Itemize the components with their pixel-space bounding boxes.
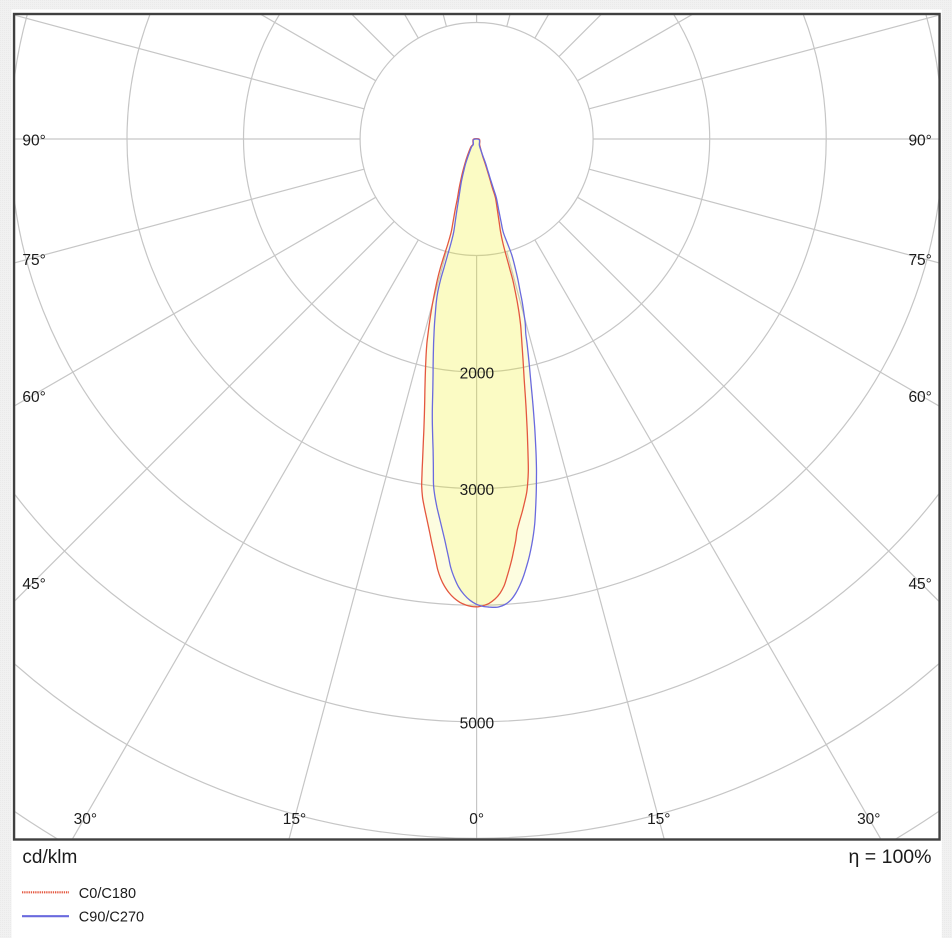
svg-text:15°: 15° — [647, 811, 670, 828]
svg-text:90°: 90° — [22, 133, 45, 150]
svg-text:5000: 5000 — [460, 715, 495, 732]
svg-text:0°: 0° — [469, 811, 484, 828]
svg-text:2000: 2000 — [460, 366, 495, 383]
svg-text:3000: 3000 — [460, 482, 495, 499]
svg-text:15°: 15° — [283, 811, 306, 828]
svg-text:60°: 60° — [22, 389, 45, 406]
svg-text:45°: 45° — [908, 576, 931, 593]
svg-text:75°: 75° — [22, 252, 45, 269]
svg-text:C90/C270: C90/C270 — [79, 910, 144, 926]
svg-text:45°: 45° — [22, 576, 45, 593]
svg-text:60°: 60° — [908, 389, 931, 406]
svg-text:90°: 90° — [908, 133, 931, 150]
svg-text:30°: 30° — [857, 811, 880, 828]
svg-text:cd/klm: cd/klm — [22, 847, 77, 868]
svg-text:C0/C180: C0/C180 — [79, 886, 136, 902]
svg-text:30°: 30° — [74, 811, 97, 828]
svg-text:75°: 75° — [908, 252, 931, 269]
svg-text:η = 100%: η = 100% — [849, 846, 932, 868]
